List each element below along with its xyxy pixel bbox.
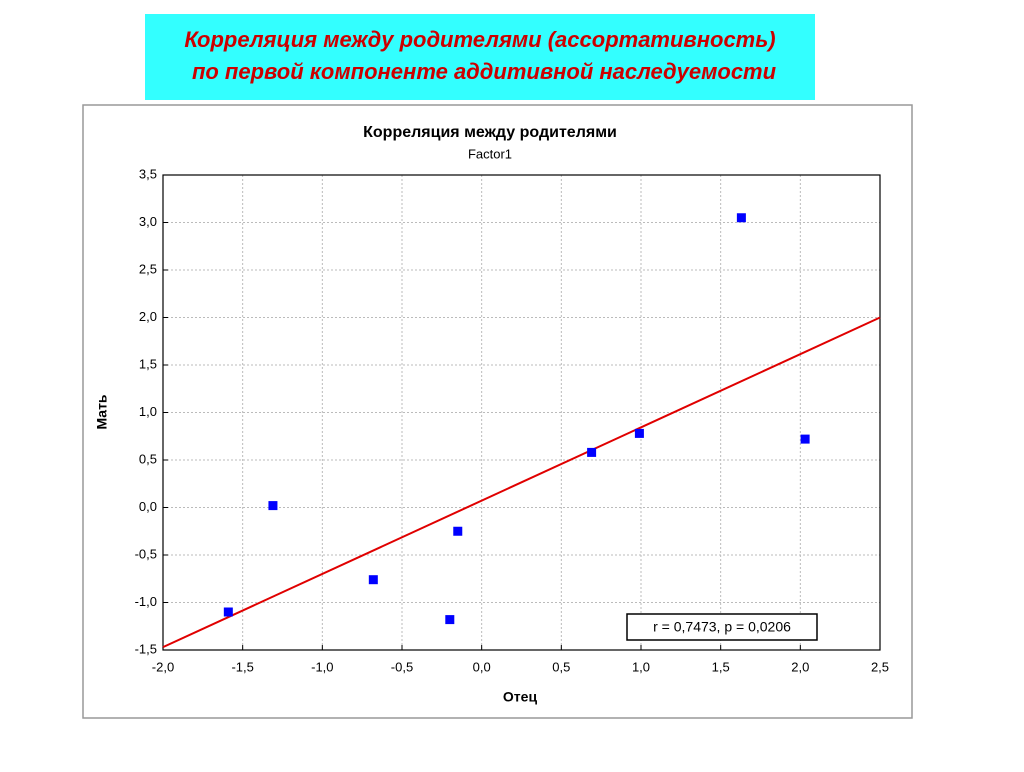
point xyxy=(587,447,597,457)
x-tick-label: 2,5 xyxy=(871,659,889,674)
y-tick-label: 3,5 xyxy=(139,166,157,181)
x-tick-label: 1,5 xyxy=(712,659,730,674)
x-tick-label: -1,5 xyxy=(231,659,253,674)
x-tick-label: -0,5 xyxy=(391,659,413,674)
y-tick-label: 0,0 xyxy=(139,499,157,514)
point xyxy=(634,428,644,438)
y-axis-label: Мать xyxy=(94,394,110,429)
x-axis-label: Отец xyxy=(503,689,538,705)
y-tick-label: -0,5 xyxy=(135,546,157,561)
point xyxy=(368,575,378,585)
point xyxy=(268,501,278,511)
annotation: r = 0,7473, p = 0,0206 xyxy=(653,619,791,635)
slide-title: Корреляция между родителями (ассортативн… xyxy=(184,27,775,52)
header-box xyxy=(145,14,815,100)
x-tick-label: -2,0 xyxy=(152,659,174,674)
x-tick-label: -1,0 xyxy=(311,659,333,674)
plot-area: -2,0 -1,5 -1,0 -0,5 0,0 0,5 1,0 1,5 2,0 2,5 -1,5 -1… xyxy=(135,166,889,674)
x-tick-label: 0,5 xyxy=(552,659,570,674)
point xyxy=(445,615,455,625)
y-tick-label: -1,5 xyxy=(135,641,157,656)
annotation-box xyxy=(626,613,818,641)
y-tick-label: -1,0 xyxy=(135,594,157,609)
point xyxy=(223,607,233,617)
point xyxy=(736,213,746,223)
x-tick-label: 0,0 xyxy=(473,659,491,674)
fit-line xyxy=(162,316,881,649)
y-tick-label: 0,5 xyxy=(139,451,157,466)
chart-subtitle: Factor1 xyxy=(468,146,512,161)
y-tick-label: 2,0 xyxy=(139,309,157,324)
x-tick-label: 1,0 xyxy=(632,659,650,674)
y-tick-label: 3,0 xyxy=(139,214,157,229)
point xyxy=(800,434,810,444)
point xyxy=(453,526,463,536)
x-tick-label: 2,0 xyxy=(791,659,809,674)
slide-title: по первой компоненте аддитивной наследуе… xyxy=(192,59,777,84)
plot-border xyxy=(162,174,881,651)
y-tick-label: 1,5 xyxy=(139,356,157,371)
y-tick-label: 1,0 xyxy=(139,404,157,419)
chart-title: Корреляция между родителями xyxy=(363,124,617,141)
y-tick-label: 2,5 xyxy=(139,261,157,276)
